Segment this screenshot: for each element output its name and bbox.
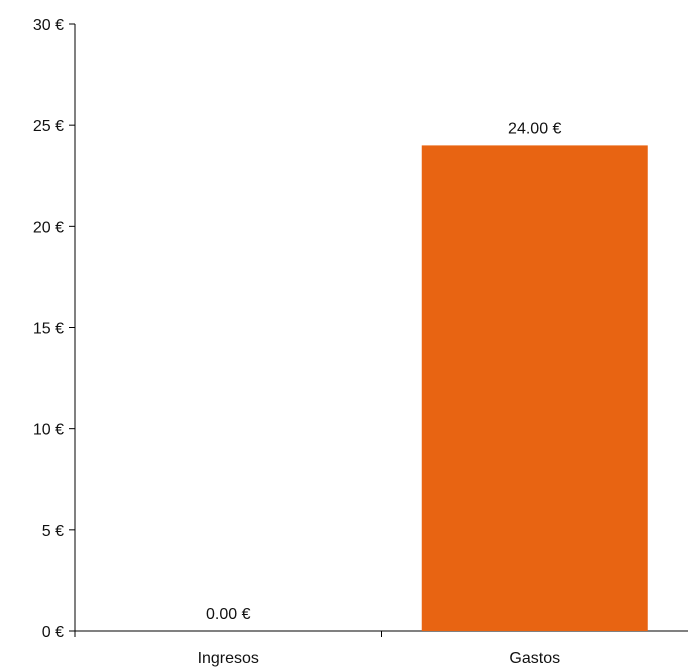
data-label-ingresos: 0.00 € [206, 606, 251, 623]
data-label-gastos: 24.00 € [508, 120, 561, 137]
y-tick-label: 15 € [33, 321, 64, 338]
x-category-label: Gastos [509, 650, 560, 667]
y-tick-label: 0 € [42, 624, 64, 641]
y-tick-label: 20 € [33, 219, 64, 236]
labels-group: 0.00 € 24.00 € [206, 120, 562, 623]
y-tick-label: 25 € [33, 118, 64, 135]
y-axis: 0 € 5 € 10 € 15 € 20 € 25 € 30 € [33, 17, 76, 641]
y-tick-label: 30 € [33, 17, 64, 34]
x-axis: Ingresos Gastos [74, 630, 688, 667]
y-tick-label: 5 € [42, 523, 64, 540]
bar-gastos [421, 145, 648, 631]
y-tick-label: 10 € [33, 422, 64, 439]
x-category-label: Ingresos [198, 650, 259, 667]
bars-group [421, 145, 648, 631]
